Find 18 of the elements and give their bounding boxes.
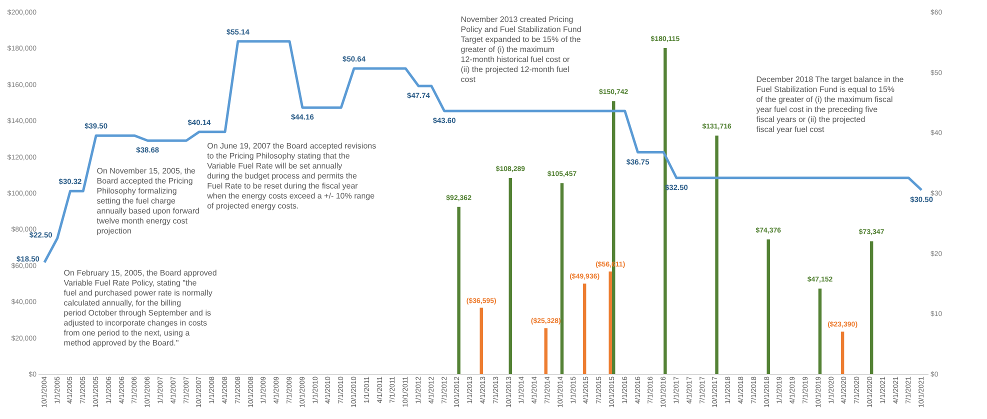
annotation: On November 15, 2005, the Board accepted the Pricing Philosophy formalizing setting the fuel charge annually based upon forward twelve month energy cost projection	[96, 166, 200, 236]
bar	[480, 308, 483, 374]
annotation: November 2013 created Pricing Policy and Fuel Stabilization Fund Target expanded to be 15% of the greater of (i) the maximum 12-month historical fuel cost or (ii) the projected 12-month fuel cost	[460, 14, 582, 84]
bar	[766, 239, 770, 374]
bar	[840, 332, 844, 374]
annotation: On February 15, 2005, the Board approved Variable Fuel Rate Policy, stating "the fuel and purchased power rate is normally calculated annually, for the billing period October through September and is adjusted to incorporate changes in costs from one period to the next, using a method approved by the Board."	[64, 268, 217, 348]
bar	[560, 183, 564, 374]
bar	[508, 178, 512, 374]
bar	[608, 272, 612, 374]
annotation: December 2018 The target balance in the Fuel Stabilization Fund is equal to 15% of the greater of (i) the maximum fiscal year fuel cost in the preceding five fiscal years or (ii) the projected fiscal year fuel cost	[756, 75, 904, 134]
bar	[582, 284, 586, 374]
bar	[870, 241, 874, 374]
annotation: On June 19, 2007 the Board accepted revisions to the Pricing Philosophy stating that the Variable Fuel Rate will be set annually during the budget process and permits the Fuel Rate to be reset during the fiscal year when the energy costs exceed a +/- 10% range of projected energy costs.	[206, 141, 376, 210]
bar	[715, 136, 718, 374]
bar	[664, 48, 667, 374]
bar	[457, 206, 460, 374]
bar	[544, 328, 548, 374]
bar	[818, 288, 822, 374]
